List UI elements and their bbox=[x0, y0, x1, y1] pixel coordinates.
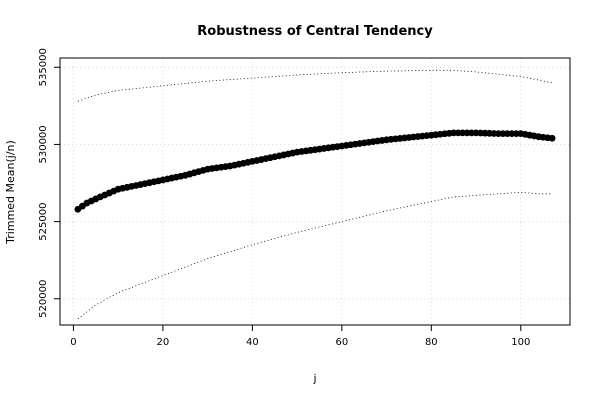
x-tick-label: 0 bbox=[70, 337, 76, 348]
x-tick-label: 40 bbox=[246, 337, 259, 348]
x-axis-label: j bbox=[312, 372, 316, 385]
upper-band-line bbox=[77, 69, 553, 102]
y-tick-label: 530000 bbox=[38, 125, 49, 163]
chart-title: Robustness of Central Tendency bbox=[197, 24, 433, 39]
x-tick-label: 100 bbox=[511, 337, 530, 348]
mean-point bbox=[548, 134, 556, 142]
data-points bbox=[74, 129, 556, 213]
x-tick-label: 80 bbox=[425, 337, 438, 348]
x-tick-label: 60 bbox=[335, 337, 348, 348]
y-tick-label: 535000 bbox=[38, 48, 49, 86]
x-tick-label: 20 bbox=[157, 337, 170, 348]
plot-frame bbox=[59, 57, 571, 326]
y-axis: 520000 525000 530000 535000 bbox=[38, 48, 60, 318]
grid bbox=[60, 58, 570, 325]
y-tick-label: 525000 bbox=[38, 203, 49, 241]
y-axis-label: Trimmed Mean(j/n) bbox=[4, 140, 17, 245]
lower-band-line bbox=[77, 191, 553, 320]
x-axis: 0 20 40 60 80 100 bbox=[70, 325, 530, 348]
confidence-bands bbox=[77, 69, 553, 320]
y-tick-label: 520000 bbox=[38, 280, 49, 318]
